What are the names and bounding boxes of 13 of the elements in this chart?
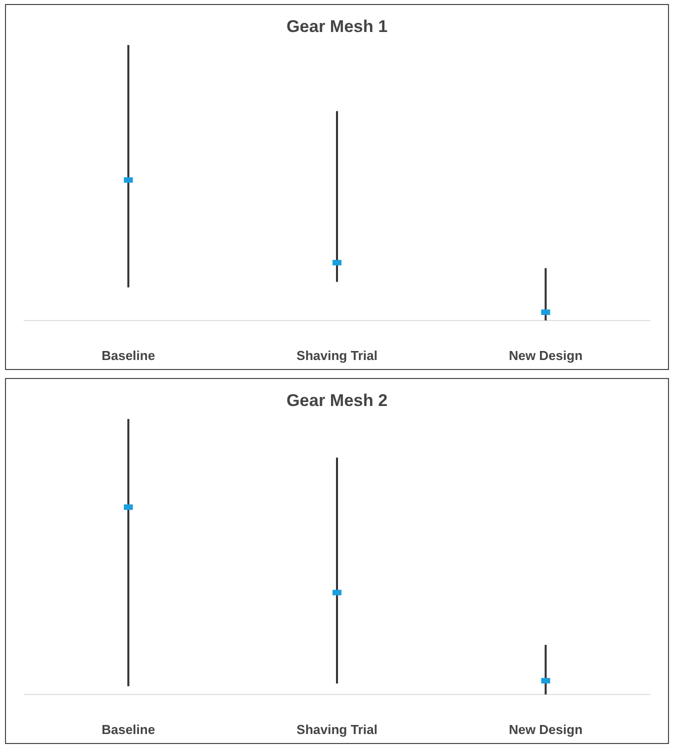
candlestick bbox=[124, 419, 133, 686]
candlestick bbox=[332, 458, 342, 684]
x-tick-label: Baseline bbox=[102, 722, 156, 737]
candlestick bbox=[124, 45, 133, 288]
x-tick-label: Shaving Trial bbox=[296, 348, 378, 363]
candlestick bbox=[541, 268, 550, 320]
x-tick-label: New Design bbox=[508, 348, 583, 363]
chart-title: Gear Mesh 2 bbox=[286, 391, 388, 410]
x-tick-label: New Design bbox=[508, 722, 583, 737]
x-tick-label: Shaving Trial bbox=[296, 722, 378, 737]
x-tick-label: Baseline bbox=[102, 348, 156, 363]
candlestick bbox=[332, 111, 342, 282]
chart-title: Gear Mesh 1 bbox=[286, 17, 388, 36]
